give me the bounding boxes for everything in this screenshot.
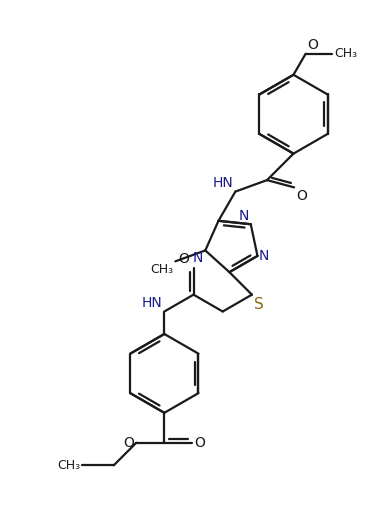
Text: O: O (296, 189, 307, 203)
Text: HN: HN (142, 296, 162, 309)
Text: CH₃: CH₃ (57, 459, 80, 472)
Text: O: O (194, 436, 205, 450)
Text: N: N (259, 249, 269, 263)
Text: O: O (123, 436, 134, 450)
Text: N: N (238, 209, 249, 223)
Text: S: S (254, 297, 264, 311)
Text: O: O (179, 252, 189, 267)
Text: CH₃: CH₃ (150, 264, 173, 276)
Text: HN: HN (213, 175, 233, 190)
Text: N: N (193, 251, 203, 266)
Text: O: O (308, 38, 319, 52)
Text: CH₃: CH₃ (334, 47, 357, 60)
